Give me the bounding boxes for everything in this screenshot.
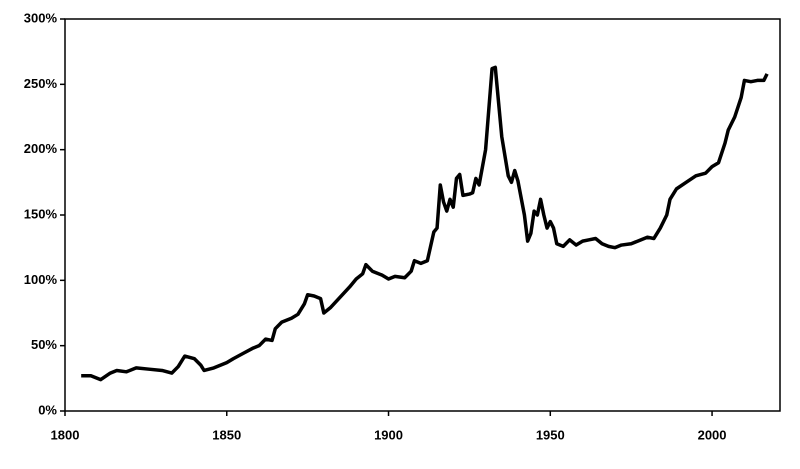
y-tick-label: 200% <box>24 141 58 156</box>
x-tick-label: 1800 <box>51 427 80 442</box>
data-line <box>81 65 769 382</box>
y-tick-label: 250% <box>24 76 58 91</box>
y-tick-label: 300% <box>24 10 58 25</box>
x-tick-label: 2000 <box>698 427 727 442</box>
y-tick-label: 0% <box>38 402 57 417</box>
plot-frame <box>64 18 781 412</box>
x-tick-label: 1900 <box>374 427 403 442</box>
x-tick-label: 1850 <box>212 427 241 442</box>
x-tick-label: 1950 <box>536 427 565 442</box>
y-tick-label: 100% <box>24 272 58 287</box>
y-tick-label: 150% <box>24 206 58 221</box>
y-tick-label: 50% <box>31 337 57 352</box>
